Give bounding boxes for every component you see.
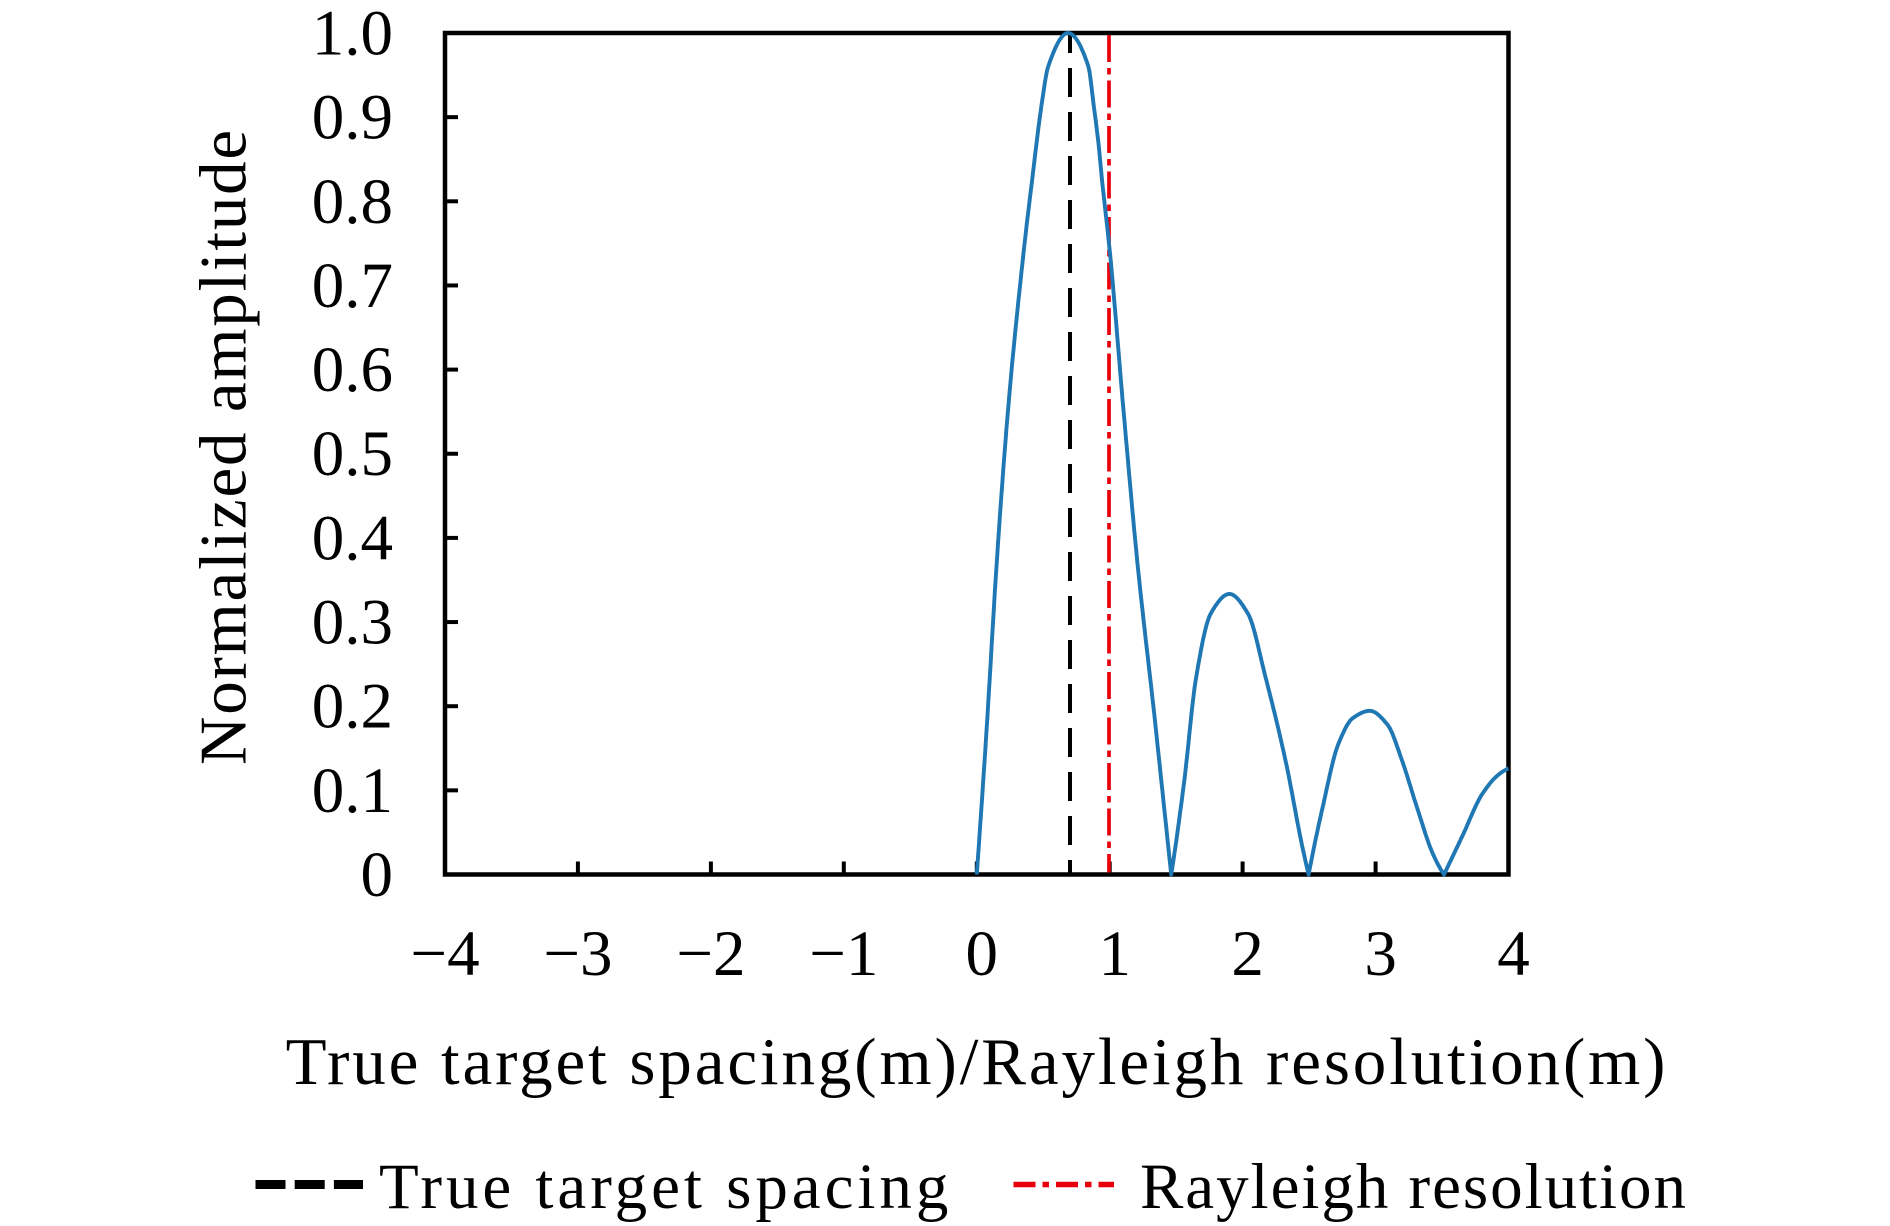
svg-text:0: 0 [361, 839, 394, 911]
svg-text:0.9: 0.9 [312, 82, 393, 154]
svg-text:True target spacing(m)/Rayleig: True target spacing(m)/Rayleigh resoluti… [286, 1025, 1669, 1099]
svg-text:0.3: 0.3 [312, 587, 393, 659]
svg-text:1: 1 [1098, 918, 1131, 990]
svg-text:0.8: 0.8 [312, 166, 393, 238]
svg-text:−3: −3 [543, 918, 612, 990]
svg-text:Rayleigh resolution: Rayleigh resolution [1140, 1151, 1688, 1223]
svg-text:0: 0 [966, 918, 999, 990]
svg-text:−2: −2 [676, 918, 745, 990]
svg-text:0.6: 0.6 [312, 334, 393, 406]
svg-text:0.1: 0.1 [312, 755, 393, 827]
svg-text:0.4: 0.4 [312, 502, 393, 574]
svg-text:True target spacing: True target spacing [379, 1151, 952, 1223]
svg-text:2: 2 [1231, 918, 1264, 990]
svg-text:0.5: 0.5 [312, 418, 393, 490]
svg-text:0.7: 0.7 [312, 250, 393, 322]
svg-text:4: 4 [1497, 918, 1530, 990]
svg-text:−4: −4 [410, 918, 479, 990]
svg-text:3: 3 [1364, 918, 1397, 990]
svg-text:1.0: 1.0 [312, 0, 393, 70]
svg-text:−1: −1 [809, 918, 878, 990]
svg-text:0.2: 0.2 [312, 671, 393, 743]
svg-text:Normalized amplitude: Normalized amplitude [187, 128, 261, 765]
